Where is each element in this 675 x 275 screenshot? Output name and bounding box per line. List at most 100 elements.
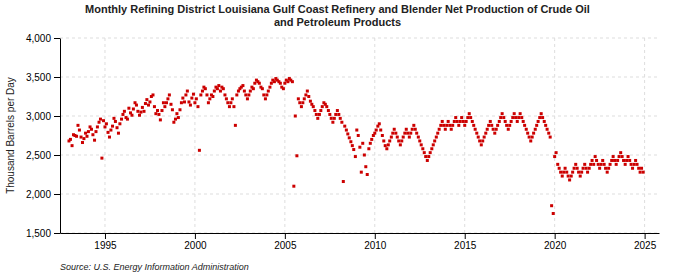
point — [297, 97, 300, 100]
point — [345, 129, 348, 132]
point — [528, 136, 531, 139]
point — [264, 97, 267, 100]
point — [379, 129, 382, 132]
point — [330, 117, 333, 120]
point — [373, 132, 376, 135]
point — [543, 120, 546, 123]
y-tick-label: 2,000 — [26, 189, 51, 200]
point — [69, 138, 72, 141]
point — [417, 136, 420, 139]
point — [366, 173, 369, 176]
point — [298, 101, 301, 104]
point — [358, 146, 361, 149]
grid-line-y — [60, 116, 659, 117]
point — [498, 120, 501, 123]
x-tick: 2000 — [184, 233, 207, 251]
point — [190, 97, 193, 100]
x-tick-mark — [375, 233, 376, 239]
point — [175, 112, 178, 115]
grid-line-y — [60, 194, 659, 195]
point — [442, 124, 445, 127]
point — [447, 120, 450, 123]
point — [625, 159, 628, 162]
point — [556, 163, 559, 166]
point — [216, 87, 219, 90]
point — [303, 97, 306, 100]
point — [348, 136, 351, 139]
point — [546, 128, 549, 131]
point — [90, 128, 93, 131]
point — [481, 139, 484, 142]
point — [127, 107, 130, 110]
point — [213, 90, 216, 93]
point — [642, 171, 645, 174]
point — [153, 105, 156, 108]
point — [82, 137, 85, 140]
point — [636, 163, 639, 166]
point — [130, 114, 133, 117]
point — [388, 139, 391, 142]
point — [612, 155, 615, 158]
point — [111, 125, 114, 128]
point — [178, 108, 181, 111]
grid-line-x — [554, 38, 555, 233]
point — [222, 87, 225, 90]
point — [502, 116, 505, 119]
point — [411, 128, 414, 131]
point — [286, 80, 289, 83]
point — [615, 163, 618, 166]
point — [319, 109, 322, 112]
point — [562, 171, 565, 174]
point — [340, 121, 343, 124]
point — [334, 113, 337, 116]
points — [67, 77, 644, 215]
point — [223, 93, 226, 96]
y-axis: 1,5002,0002,5003,0003,5004,000 — [26, 33, 61, 239]
point — [421, 147, 424, 150]
title: Monthly Refining District Louisiana Gulf… — [85, 3, 590, 28]
point — [136, 110, 139, 113]
point — [273, 80, 276, 83]
point — [423, 151, 426, 154]
x-tick-label: 2015 — [454, 240, 477, 251]
point — [195, 97, 198, 100]
point — [84, 132, 87, 135]
y-tick: 2,000 — [26, 189, 60, 200]
point — [586, 171, 589, 174]
point — [295, 154, 298, 157]
point — [522, 120, 525, 123]
point — [385, 147, 388, 150]
point — [228, 105, 231, 108]
point — [531, 136, 534, 139]
point — [116, 126, 119, 129]
point — [357, 134, 360, 137]
point — [143, 110, 146, 113]
point — [207, 101, 210, 104]
point — [307, 95, 310, 98]
point — [535, 124, 538, 127]
point — [306, 90, 309, 93]
point — [100, 157, 103, 160]
point — [445, 124, 448, 127]
y-tick-label: 4,000 — [26, 33, 51, 44]
point — [441, 120, 444, 123]
point — [525, 128, 528, 131]
point — [246, 97, 249, 100]
point — [241, 84, 244, 87]
x-tick-mark — [555, 233, 556, 239]
point — [87, 130, 90, 133]
point — [93, 139, 96, 142]
point — [393, 128, 396, 131]
point — [471, 120, 474, 123]
point — [576, 167, 579, 170]
point — [204, 87, 207, 90]
point — [589, 163, 592, 166]
point — [607, 167, 610, 170]
point — [369, 142, 372, 145]
point — [463, 124, 466, 127]
point — [399, 143, 402, 146]
point — [138, 114, 141, 117]
point — [156, 109, 159, 112]
point — [159, 118, 162, 121]
point — [145, 98, 148, 101]
